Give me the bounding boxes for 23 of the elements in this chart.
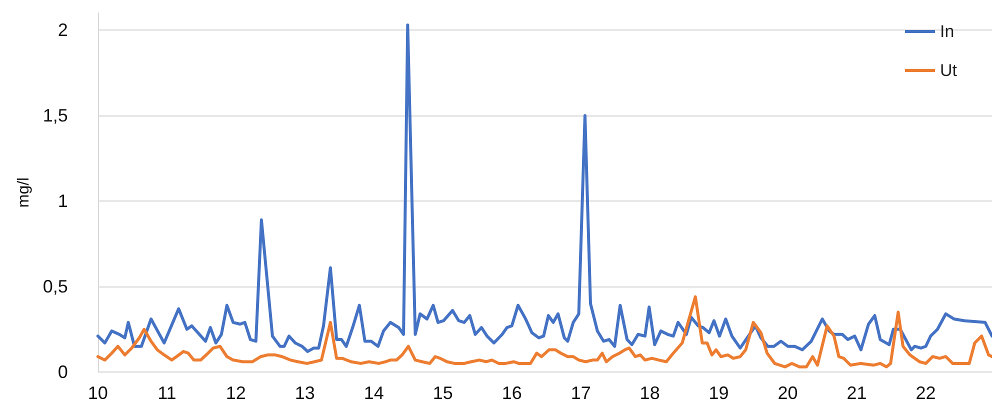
x-tick-label: 13 <box>294 383 315 403</box>
x-tick-label: 10 <box>88 383 108 403</box>
y-tick-label: 0 <box>58 362 68 382</box>
line-series <box>96 23 992 353</box>
x-tick-label: 17 <box>570 383 591 403</box>
x-tick-label: 12 <box>226 383 246 403</box>
x-tick-label: 22 <box>916 383 936 403</box>
y-tick-label: 1 <box>58 191 68 212</box>
y-axis-title: mg/l <box>16 177 32 208</box>
x-tick-label: 19 <box>708 383 729 403</box>
legend-label: In <box>940 22 954 41</box>
x-tick-label: 15 <box>432 383 453 403</box>
x-tick-label: 14 <box>364 383 384 403</box>
x-tick-label: 16 <box>502 383 522 403</box>
y-tick-label: 0,5 <box>42 276 68 297</box>
legend-label: Ut <box>940 61 958 80</box>
x-tick-label: 20 <box>778 383 798 403</box>
x-tick-label: 21 <box>846 383 867 403</box>
x-tick-label: 18 <box>640 383 660 403</box>
y-tick-label: 1,5 <box>42 106 68 126</box>
line-series <box>96 295 992 368</box>
x-tick-label: 11 <box>158 383 176 403</box>
y-tick-label: 2 <box>58 20 68 40</box>
